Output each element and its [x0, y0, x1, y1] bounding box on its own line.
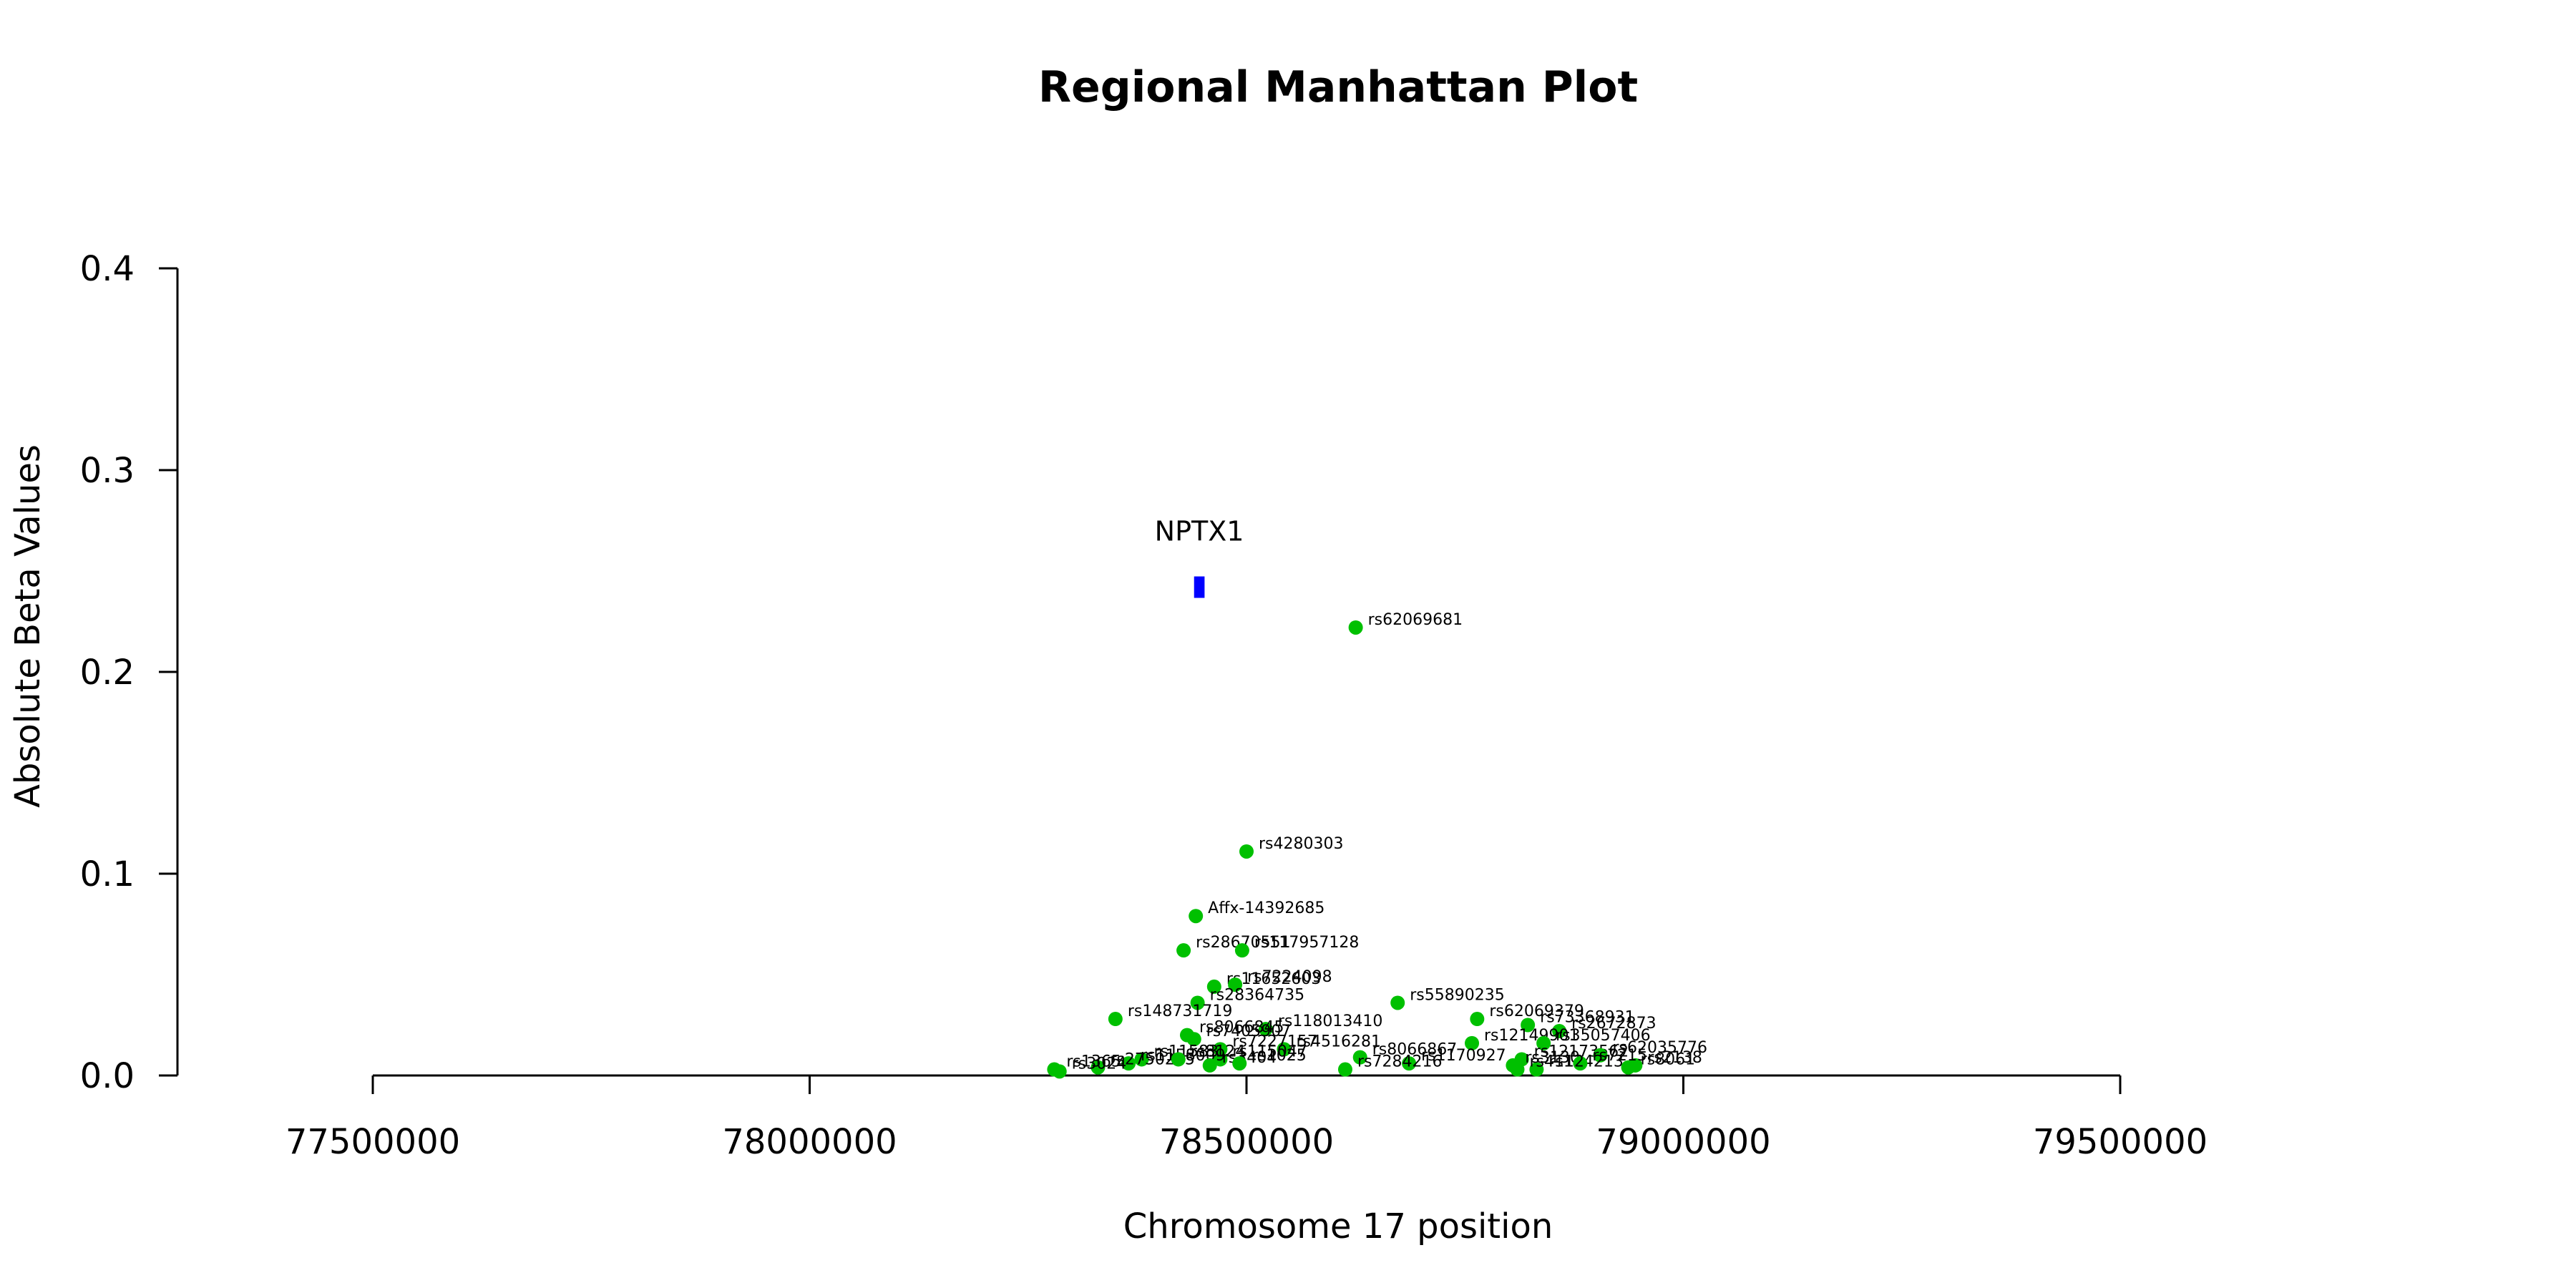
y-tick-label: 0.3 [80, 451, 135, 491]
snp-label: rs7227157 [1232, 1033, 1317, 1050]
snp-point [1213, 1042, 1228, 1057]
snp-label: rs62035776 [1613, 1039, 1707, 1057]
snp-label: rs115047 [1232, 1043, 1307, 1060]
snp-point [1593, 1048, 1608, 1063]
snp-label: rs1170927 [1421, 1047, 1506, 1065]
snp-label: rs11583 [1153, 1043, 1219, 1060]
y-tick-label: 0.2 [80, 653, 135, 693]
snp-label: rs7215 [1592, 1047, 1647, 1065]
snp-point [1465, 1035, 1480, 1050]
x-tick-label: 79500000 [2033, 1122, 2207, 1162]
snp-point [1536, 1035, 1551, 1050]
snp-point [1206, 979, 1221, 994]
snp-label: rs8066845 [1199, 1019, 1284, 1037]
snp-label: rs73368931 [1540, 1009, 1634, 1027]
snp-point [1190, 995, 1205, 1010]
snp-label: rs28364735 [1210, 986, 1304, 1004]
snp-label: rs62069681 [1368, 611, 1463, 629]
snp-label: rs148731719 [1128, 1002, 1232, 1020]
snp-point [1171, 1052, 1186, 1067]
snp-point [1176, 943, 1191, 958]
snp-point [1510, 1062, 1525, 1077]
snp-label: rs3404 [1222, 1049, 1277, 1067]
snp-point [1202, 1058, 1217, 1073]
snp-point [1121, 1056, 1136, 1071]
snp-point [1234, 943, 1249, 958]
snp-label: rs4112 [1530, 1053, 1585, 1071]
snp-label: rs2138 [1647, 1049, 1702, 1067]
gene-label: NPTX1 [1155, 516, 1244, 547]
x-tick-label: 77500000 [286, 1122, 460, 1162]
snp-label: rs35057406 [1556, 1027, 1650, 1045]
snp-point [1091, 1060, 1106, 1075]
snp-point [1628, 1058, 1643, 1073]
snp-point [1232, 1056, 1247, 1071]
snp-point [1521, 1018, 1536, 1033]
snp-label: rs4516281 [1297, 1033, 1382, 1050]
snp-point [1529, 1062, 1544, 1077]
snp-label: rs117957128 [1254, 934, 1359, 952]
snp-label: rs8066867 [1372, 1041, 1458, 1059]
snp-points: rs62069681rs4280303Affx-14392685rs286705… [1047, 611, 1707, 1079]
y-tick-label: 0.4 [80, 249, 135, 289]
snp-label: rs8061 [1641, 1051, 1696, 1069]
y-tick-label: 0.0 [80, 1056, 135, 1096]
snp-point [1277, 1042, 1292, 1057]
snp-point [1348, 620, 1363, 635]
snp-label: rs3130 [1525, 1049, 1580, 1067]
snp-label: rs4280303 [1259, 835, 1344, 853]
snp-point [1390, 995, 1405, 1010]
snp-label: rs1365 [1066, 1053, 1121, 1071]
snp-label: rs1025 [1252, 1047, 1307, 1065]
snp-label: rs7405907 [1206, 1023, 1292, 1040]
snp-point [1134, 1052, 1149, 1067]
x-tick-label: 79000000 [1596, 1122, 1770, 1162]
snp-label: rs7284216 [1357, 1053, 1443, 1071]
x-tick-label: 78500000 [1159, 1122, 1334, 1162]
snp-point [1552, 1023, 1567, 1038]
snp-point [1573, 1056, 1588, 1071]
y-axis-ticks: 0.0 0.1 0.2 0.3 0.4 [80, 249, 177, 1096]
snp-point [1189, 909, 1204, 924]
snp-point [1239, 844, 1254, 859]
snp-point [1108, 1012, 1123, 1027]
snp-point [1402, 1056, 1417, 1071]
snp-point [1213, 1052, 1228, 1067]
snp-label: Affx-14392685 [1208, 899, 1324, 917]
snp-label: rs118013410 [1278, 1013, 1382, 1030]
gene-track: NPTX1 [1155, 516, 1244, 598]
snp-point [1186, 1032, 1201, 1047]
y-axis-label: Absolute Beta Values [8, 444, 48, 808]
snp-point [1052, 1064, 1067, 1079]
snp-label: rs55890235 [1410, 986, 1504, 1004]
snp-point [1470, 1012, 1485, 1027]
snp-label: rs2672873 [1571, 1015, 1657, 1033]
snp-label: rs3024 [1072, 1055, 1127, 1073]
snp-point [1337, 1062, 1352, 1077]
snp-point [1258, 1022, 1273, 1037]
x-tick-label: 78000000 [722, 1122, 897, 1162]
snp-label: rs7224098 [1247, 968, 1332, 986]
chart-title: Regional Manhattan Plot [1038, 62, 1638, 112]
snp-label: rs62069379 [1489, 1002, 1584, 1020]
x-axis-label: Chromosome 17 position [1123, 1206, 1553, 1246]
snp-point [1352, 1050, 1367, 1065]
gene-bar [1194, 576, 1205, 598]
snp-label: rs12149901 [1484, 1027, 1579, 1045]
snp-point [1228, 977, 1243, 992]
x-axis-ticks: 77500000 78000000 78500000 79000000 79500000 [286, 1075, 2207, 1162]
y-tick-label: 0.1 [80, 854, 135, 894]
